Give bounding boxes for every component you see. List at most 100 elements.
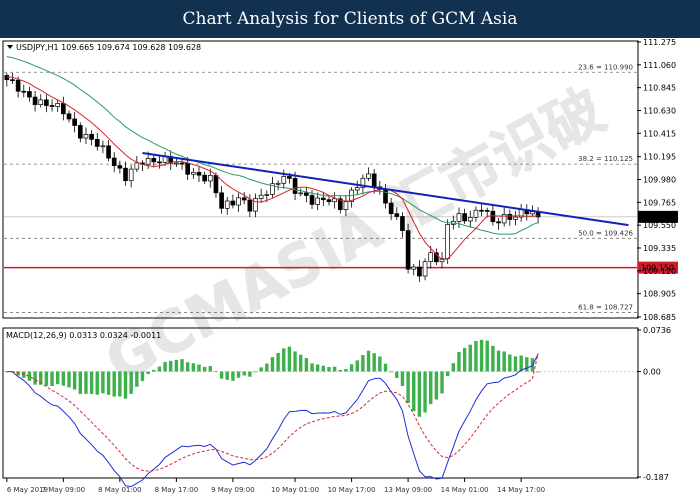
candle-body[interactable]	[66, 113, 72, 120]
candle-body[interactable]	[456, 213, 462, 222]
candle-body[interactable]	[191, 172, 196, 175]
macd-histogram-bar	[242, 371, 246, 376]
macd-histogram-bar	[468, 344, 472, 372]
candle-body[interactable]	[174, 162, 179, 165]
candle-body[interactable]	[151, 158, 157, 163]
candle-body[interactable]	[224, 200, 230, 209]
candle-body[interactable]	[179, 162, 185, 165]
candle-body[interactable]	[111, 157, 117, 166]
macd-histogram-bar	[135, 371, 139, 387]
candle-body[interactable]	[422, 261, 428, 277]
candle-body[interactable]	[513, 216, 518, 220]
candle-body[interactable]	[128, 168, 134, 182]
candle-body[interactable]	[185, 162, 191, 175]
candle-body[interactable]	[445, 224, 450, 259]
candle-body[interactable]	[123, 167, 128, 182]
macd-histogram-bar	[22, 371, 26, 378]
candle-body[interactable]	[496, 221, 501, 224]
candle-body[interactable]	[354, 187, 360, 191]
candle-body[interactable]	[100, 145, 106, 148]
candle-body[interactable]	[371, 173, 377, 188]
candle-body[interactable]	[405, 230, 411, 270]
candle-body[interactable]	[467, 216, 473, 222]
macd-histogram-bar	[123, 371, 128, 399]
candle-body[interactable]	[366, 173, 371, 179]
candle-body[interactable]	[343, 201, 349, 211]
candle-body[interactable]	[332, 198, 337, 203]
candle-body[interactable]	[77, 125, 83, 139]
candle-body[interactable]	[106, 145, 111, 159]
candle-body[interactable]	[253, 198, 258, 212]
candle-body[interactable]	[196, 172, 202, 176]
candle-body[interactable]	[292, 178, 298, 194]
macd-histogram-bar	[440, 371, 444, 394]
resistance-trendline[interactable]	[142, 151, 629, 227]
candle-body[interactable]	[484, 210, 490, 212]
candle-body[interactable]	[281, 176, 287, 184]
candle-body[interactable]	[411, 266, 417, 270]
candle-body[interactable]	[490, 210, 496, 223]
candle-body[interactable]	[309, 195, 315, 205]
candle-body[interactable]	[94, 139, 100, 147]
candle-body[interactable]	[473, 209, 479, 218]
candle-body[interactable]	[117, 165, 123, 169]
candle-body[interactable]	[241, 197, 247, 201]
candle-body[interactable]	[315, 197, 321, 205]
candle-body[interactable]	[15, 79, 21, 92]
candle-body[interactable]	[27, 91, 32, 98]
candle-body[interactable]	[287, 176, 292, 179]
candle-body[interactable]	[157, 161, 162, 164]
candle-body[interactable]	[501, 213, 507, 224]
candle-body[interactable]	[21, 90, 27, 93]
candle-body[interactable]	[32, 96, 38, 106]
candle-body[interactable]	[134, 162, 140, 170]
candle-body[interactable]	[337, 198, 343, 211]
candle-body[interactable]	[247, 199, 253, 212]
trendline-layer[interactable]	[142, 151, 629, 227]
macd-histogram-bar	[106, 371, 111, 395]
candle-body[interactable]	[360, 177, 366, 188]
candle-body[interactable]	[49, 105, 55, 107]
candle-body[interactable]	[38, 99, 44, 106]
candle-body[interactable]	[479, 209, 484, 212]
candle-body[interactable]	[258, 194, 264, 199]
candle-body[interactable]	[417, 266, 422, 277]
candle-body[interactable]	[326, 199, 332, 203]
candle-body[interactable]	[44, 99, 49, 106]
candle-body[interactable]	[275, 182, 281, 185]
candle-body[interactable]	[428, 252, 434, 262]
candle-body[interactable]	[270, 183, 275, 195]
candle-body[interactable]	[400, 216, 405, 231]
dropdown-triangle-icon[interactable]	[7, 45, 13, 49]
candle-body[interactable]	[61, 103, 66, 115]
candle-body[interactable]	[230, 200, 236, 206]
candle-body[interactable]	[434, 252, 439, 263]
candle-body[interactable]	[304, 192, 309, 196]
candle-body[interactable]	[4, 75, 10, 81]
candle-body[interactable]	[298, 192, 304, 195]
candle-body[interactable]	[264, 194, 270, 196]
macd-histogram-bar	[519, 355, 523, 372]
candle-body[interactable]	[219, 192, 224, 209]
candle-body[interactable]	[507, 213, 513, 220]
macd-histogram-bar	[485, 340, 489, 372]
candle-body[interactable]	[236, 197, 241, 206]
candle-body[interactable]	[462, 213, 467, 222]
candle-body[interactable]	[388, 202, 394, 215]
candle-body[interactable]	[145, 158, 151, 165]
candle-body[interactable]	[202, 174, 207, 182]
candle-body[interactable]	[72, 118, 77, 126]
candle-body[interactable]	[207, 175, 213, 182]
candle-body[interactable]	[89, 133, 94, 140]
candle-body[interactable]	[55, 103, 61, 107]
macd-histogram-bar	[378, 356, 382, 372]
candle-body[interactable]	[83, 133, 89, 139]
macd-histogram-bar	[197, 364, 201, 372]
candle-body[interactable]	[320, 197, 326, 201]
candle-body[interactable]	[213, 175, 219, 194]
macd-histogram-bar	[169, 360, 173, 372]
candles[interactable]	[4, 72, 541, 283]
candle-body[interactable]	[10, 79, 15, 82]
candle-body[interactable]	[394, 213, 400, 217]
